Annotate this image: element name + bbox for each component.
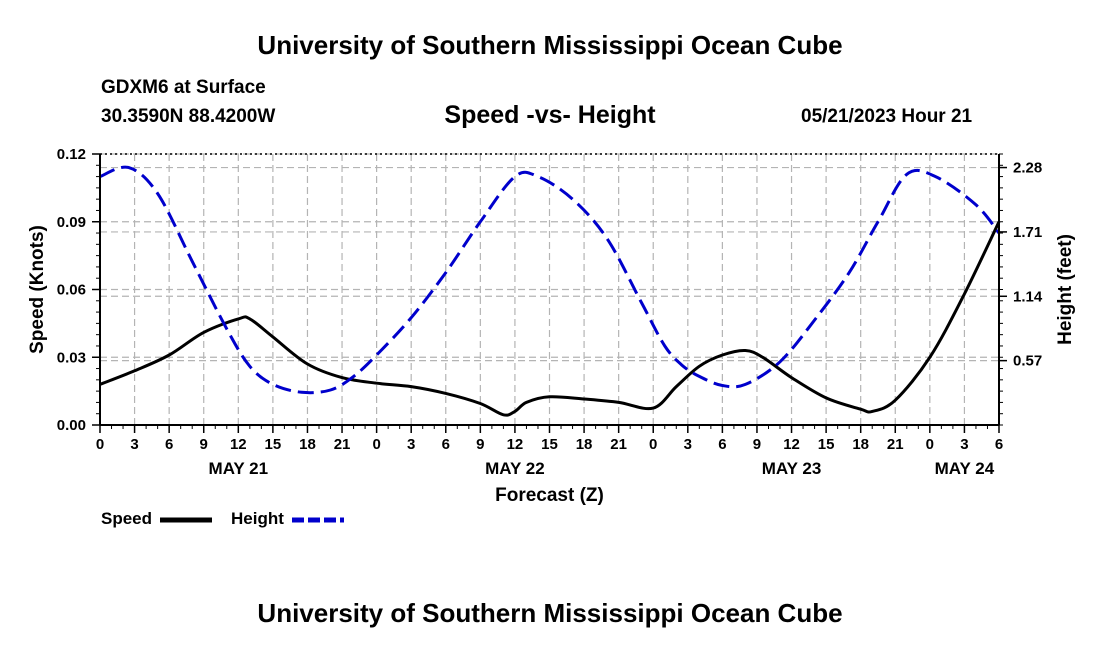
y2-tick-label: 2.28: [1013, 160, 1042, 177]
x-tick-label: 15: [265, 436, 282, 453]
y-tick-label: 0.12: [57, 146, 86, 163]
x-tick-label: 21: [334, 436, 351, 453]
labels-layer: 0 3 6 9 12 15 18 21 0 3 6 9 12 15 18 21 0 3 6 9 12 15 18 21 0 3 6M…: [27, 146, 1076, 506]
x-tick-label: 6: [165, 436, 173, 453]
x-tick-label: 6: [442, 436, 450, 453]
y-tick-label: 0.06: [57, 282, 86, 299]
x-tick-label: 9: [200, 436, 208, 453]
x-tick-label: 9: [476, 436, 484, 453]
day-label: MAY 22: [485, 459, 545, 478]
x-tick-label: 12: [507, 436, 524, 453]
day-label: MAY 24: [935, 459, 995, 478]
x-tick-label: 6: [995, 436, 1003, 453]
grid-layer: [100, 153, 999, 425]
y-tick-label: 0.03: [57, 349, 86, 366]
x-tick-label: 12: [230, 436, 247, 453]
x-tick-label: 3: [407, 436, 415, 453]
x-tick-label: 0: [372, 436, 380, 453]
series-height-line: [99, 165, 1001, 395]
x-tick-label: 21: [887, 436, 904, 453]
footer-title: University of Southern Mississippi Ocean…: [257, 598, 843, 628]
y-axis-title: Speed (Knots): [27, 225, 48, 354]
x-axis-title: Forecast (Z): [495, 485, 604, 506]
y2-tick-label: 1.71: [1013, 224, 1042, 241]
x-tick-label: 9: [753, 436, 761, 453]
coordinates-label: 30.3590N 88.4200W: [101, 106, 276, 127]
y2-tick-label: 1.14: [1013, 288, 1043, 305]
x-tick-label: 12: [783, 436, 800, 453]
page-title: University of Southern Mississippi Ocean…: [257, 30, 843, 60]
series-layer: [99, 165, 1001, 417]
x-tick-label: 18: [299, 436, 316, 453]
legend-speed-label: Speed: [101, 509, 153, 528]
legend-height-label: Height: [231, 509, 284, 528]
x-tick-label: 21: [610, 436, 627, 453]
x-tick-label: 18: [576, 436, 593, 453]
y-tick-label: 0.00: [57, 417, 86, 434]
chart-title: Speed -vs- Height: [444, 101, 656, 129]
x-tick-label: 3: [130, 436, 138, 453]
series-speed-line: [99, 221, 1001, 417]
station-label: GDXM6 at Surface: [101, 77, 266, 98]
x-tick-label: 15: [541, 436, 558, 453]
y-tick-label: 0.09: [57, 214, 86, 231]
x-tick-label: 15: [818, 436, 835, 453]
x-tick-label: 0: [649, 436, 657, 453]
y2-axis-title: Height (feet): [1055, 234, 1076, 345]
axes-layer: [92, 153, 1007, 433]
x-tick-label: 18: [852, 436, 869, 453]
x-tick-label: 6: [718, 436, 726, 453]
x-tick-label: 3: [684, 436, 692, 453]
day-label: MAY 21: [209, 459, 269, 478]
day-label: MAY 23: [762, 459, 822, 478]
x-tick-label: 0: [926, 436, 934, 453]
x-tick-label: 3: [960, 436, 968, 453]
date-label: 05/21/2023 Hour 21: [801, 106, 973, 127]
y2-tick-label: 0.57: [1013, 353, 1042, 370]
x-tick-label: 0: [96, 436, 104, 453]
